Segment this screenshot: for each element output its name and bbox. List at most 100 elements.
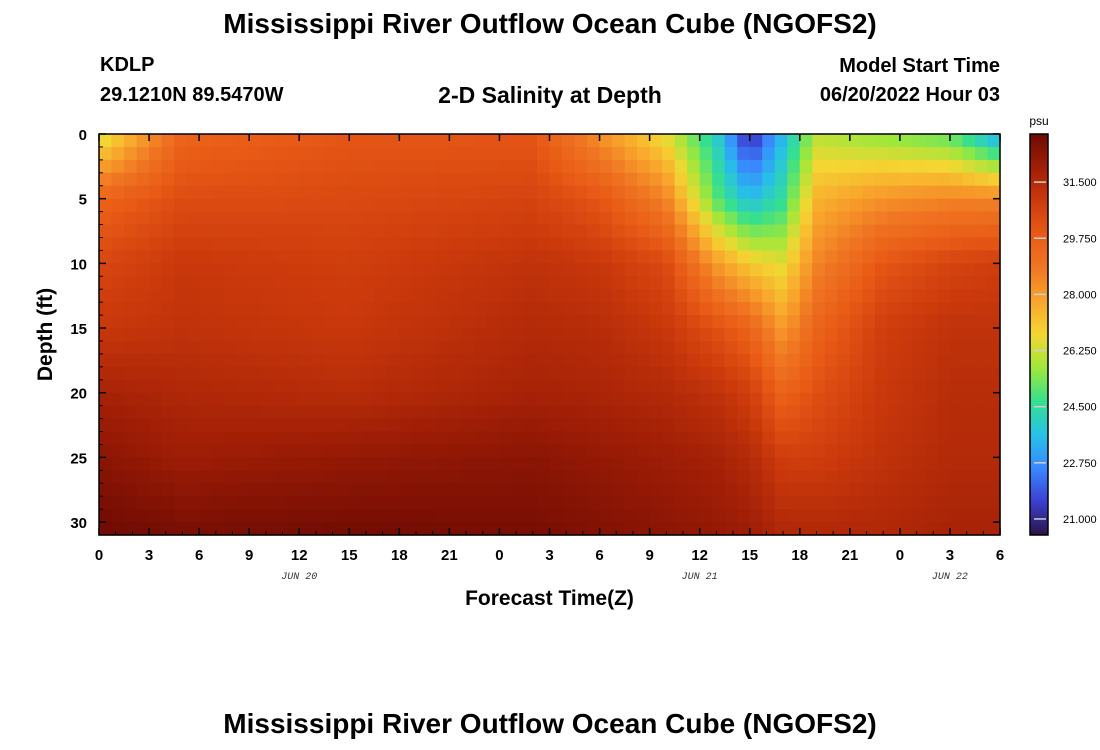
heatmap-cell — [774, 483, 788, 497]
heatmap-cell — [311, 366, 325, 381]
heatmap-cell — [674, 134, 688, 148]
heatmap-cell — [236, 366, 250, 381]
heatmap-cell — [687, 496, 701, 510]
heatmap-cell — [787, 237, 801, 252]
heatmap-cell — [99, 405, 113, 420]
heatmap-cell — [286, 379, 300, 394]
heatmap-cell — [224, 289, 238, 303]
heatmap-cell — [912, 392, 926, 407]
heatmap-cell — [612, 315, 626, 329]
heatmap-cell — [161, 289, 175, 303]
heatmap-cell — [99, 198, 113, 213]
heatmap-cell — [361, 134, 375, 148]
heatmap-cell — [874, 405, 888, 420]
heatmap-cell — [887, 353, 901, 368]
heatmap-cell — [762, 263, 776, 277]
heatmap-cell — [549, 418, 563, 433]
heatmap-cell — [411, 340, 425, 355]
heatmap-cell — [937, 328, 951, 342]
heatmap-cell — [111, 159, 125, 174]
heatmap-cell — [749, 483, 763, 497]
heatmap-cell — [599, 483, 613, 497]
heatmap-cell — [812, 250, 826, 264]
heatmap-cell — [624, 457, 638, 471]
heatmap-cell — [762, 302, 776, 316]
heatmap-cell — [186, 509, 200, 523]
heatmap-cell — [399, 250, 413, 264]
heatmap-cell — [962, 159, 976, 174]
heatmap-cell — [849, 522, 863, 536]
page-title: Mississippi River Outflow Ocean Cube (NG… — [223, 8, 877, 39]
heatmap-cell — [161, 353, 175, 368]
heatmap-cell — [111, 379, 125, 394]
heatmap-cell — [136, 457, 150, 471]
heatmap-cell — [486, 470, 501, 484]
heatmap-cell — [774, 470, 788, 484]
heatmap-cell — [249, 198, 263, 213]
heatmap-cell — [324, 457, 338, 471]
heatmap-cell — [249, 134, 263, 148]
heatmap-cell — [712, 159, 726, 174]
heatmap-cell — [149, 237, 163, 252]
heatmap-cell — [511, 237, 526, 252]
heatmap-cell — [311, 224, 325, 239]
heatmap-cell — [637, 431, 651, 446]
heatmap-cell — [787, 483, 801, 497]
heatmap-cell — [562, 237, 576, 252]
heatmap-cell — [962, 509, 976, 523]
heatmap-cell — [887, 405, 901, 420]
heatmap-cell — [424, 250, 438, 264]
heatmap-cell — [536, 185, 551, 200]
heatmap-cell — [511, 431, 526, 446]
station-id: KDLP — [100, 54, 155, 76]
heatmap-cell — [762, 172, 776, 187]
heatmap-cell — [987, 134, 1001, 148]
heatmap-cell — [924, 289, 939, 303]
heatmap-cell — [812, 237, 826, 252]
heatmap-cell — [574, 392, 588, 407]
heatmap-cell — [837, 405, 851, 420]
heatmap-cell — [899, 340, 914, 355]
heatmap-cell — [299, 224, 313, 239]
heatmap-cell — [236, 522, 250, 536]
heatmap-cell — [687, 185, 701, 200]
heatmap-cell — [774, 353, 788, 368]
heatmap-cell — [737, 457, 751, 471]
heatmap-cell — [449, 366, 463, 381]
heatmap-cell — [424, 276, 438, 290]
heatmap-cell — [887, 315, 901, 329]
heatmap-cell — [762, 392, 776, 407]
heatmap-cell — [186, 457, 200, 471]
heatmap-cell — [149, 444, 163, 458]
heatmap-cell — [399, 353, 413, 368]
heatmap-cell — [261, 522, 275, 536]
date-label: JUN 20 — [281, 572, 317, 583]
heatmap-cell — [299, 276, 313, 290]
heatmap-cell — [136, 328, 150, 342]
heatmap-cell — [399, 159, 413, 174]
heatmap-cell — [424, 328, 438, 342]
heatmap-cell — [411, 224, 425, 239]
heatmap-cell — [887, 198, 901, 213]
heatmap-cell — [224, 315, 238, 329]
heatmap-cell — [136, 392, 150, 407]
heatmap-cell — [249, 340, 263, 355]
heatmap-cell — [411, 146, 425, 161]
heatmap-cell — [724, 289, 738, 303]
heatmap-cell — [887, 328, 901, 342]
heatmap-cell — [461, 276, 476, 290]
heatmap-cell — [624, 198, 638, 213]
heatmap-cell — [924, 315, 939, 329]
heatmap-cell — [912, 211, 926, 226]
heatmap-cell — [549, 237, 563, 252]
heatmap-cell — [324, 483, 338, 497]
heatmap-cell — [349, 496, 363, 510]
heatmap-cell — [461, 198, 476, 213]
heatmap-cell — [274, 134, 288, 148]
x-tick-label: 3 — [145, 547, 153, 564]
heatmap-cell — [224, 418, 238, 433]
heatmap-cell — [887, 379, 901, 394]
heatmap-cell — [149, 496, 163, 510]
heatmap-cell — [99, 340, 113, 355]
heatmap-cell — [924, 496, 939, 510]
